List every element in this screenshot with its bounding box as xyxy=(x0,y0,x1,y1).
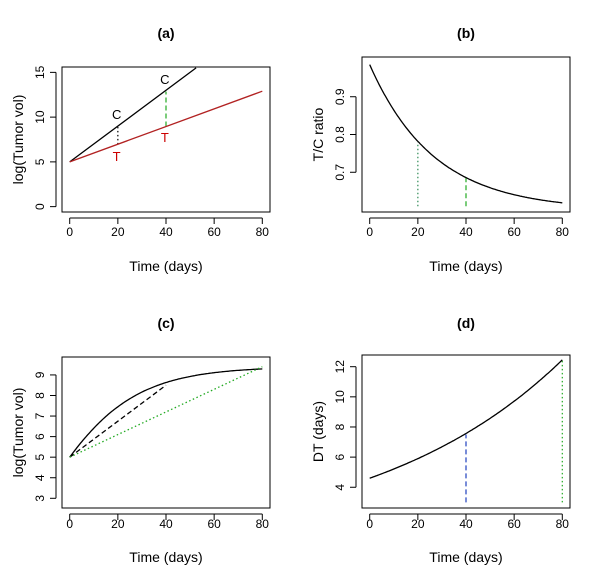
y-axis: 0 5 10 15 xyxy=(33,65,57,210)
y-tick-label: 5 xyxy=(33,158,47,165)
x-tick-label: 40 xyxy=(459,225,473,239)
y-tick-label: 0.7 xyxy=(333,164,347,181)
x-axis-label: Time (days) xyxy=(429,258,502,274)
y-tick-label: 7 xyxy=(33,412,47,419)
y-tick-label: 12 xyxy=(333,360,347,374)
plot-frame xyxy=(361,56,571,213)
x-tick-label: 80 xyxy=(256,225,270,239)
x-tick-label: 20 xyxy=(111,225,125,239)
series-line xyxy=(69,384,167,458)
series-line xyxy=(369,359,563,479)
data-layer xyxy=(69,67,263,163)
x-axis-label: Time (days) xyxy=(129,258,202,274)
x-axis-label: Time (days) xyxy=(129,549,202,565)
series-line xyxy=(369,64,563,204)
y-tick-label: 8 xyxy=(333,423,347,430)
x-tick-label: 0 xyxy=(366,225,373,239)
y-axis-label: log(Tumor vol) xyxy=(10,95,26,185)
x-tick-label: 20 xyxy=(411,517,425,531)
y-axis-label: log(Tumor vol) xyxy=(10,388,26,478)
annotation-label: T xyxy=(113,149,121,164)
y-axis-label: T/C ratio xyxy=(310,107,326,161)
y-tick-label: 5 xyxy=(33,454,47,461)
y-tick-label: 4 xyxy=(33,474,47,481)
x-tick-label: 60 xyxy=(207,517,221,531)
x-tick-label: 60 xyxy=(507,225,521,239)
y-tick-label: 0 xyxy=(33,203,47,210)
x-axis: 0 20 40 60 80 xyxy=(366,513,570,531)
plot-frame xyxy=(61,66,271,213)
x-axis: 0 20 40 60 80 xyxy=(66,217,270,239)
x-axis-label: Time (days) xyxy=(429,549,502,565)
x-tick-label: 80 xyxy=(556,225,570,239)
x-tick-label: 40 xyxy=(159,517,173,531)
panel-c: (c) 0 20 40 60 80 Time (days) 3 4 5 6 7 8 9 log(Tumor … xyxy=(10,315,271,565)
x-tick-label: 20 xyxy=(411,225,425,239)
y-tick-label: 0.8 xyxy=(333,126,347,143)
plot-frame xyxy=(361,354,571,509)
x-tick-label: 40 xyxy=(159,225,173,239)
annotation-label: C xyxy=(160,72,169,87)
data-layer xyxy=(69,366,263,458)
x-tick-label: 20 xyxy=(111,517,125,531)
x-tick-label: 0 xyxy=(366,517,373,531)
x-tick-label: 60 xyxy=(507,517,521,531)
plot-frame xyxy=(61,356,271,509)
series-line xyxy=(69,90,263,163)
y-tick-label: 10 xyxy=(333,390,347,404)
series-line xyxy=(69,67,197,163)
annotation-label: T xyxy=(161,130,169,145)
x-tick-label: 60 xyxy=(207,225,221,239)
panel-a: (a) 0 20 40 60 80 Time (days) 0 5 10 15 log(Tumor v… xyxy=(10,25,271,274)
panel-title: (d) xyxy=(457,315,475,331)
y-tick-label: 10 xyxy=(33,110,47,124)
y-axis: 4 6 8 10 12 xyxy=(333,360,357,491)
y-tick-label: 8 xyxy=(33,392,47,399)
y-axis-label: DT (days) xyxy=(310,401,326,462)
annotation-label: C xyxy=(112,107,121,122)
series-line xyxy=(69,368,263,458)
y-tick-label: 3 xyxy=(33,495,47,502)
y-tick-label: 6 xyxy=(333,453,347,460)
y-axis: 3 4 5 6 7 8 9 xyxy=(33,371,57,502)
series-line xyxy=(69,366,263,458)
panel-title: (b) xyxy=(457,25,475,41)
x-axis: 0 20 40 60 80 xyxy=(366,217,570,239)
x-tick-label: 0 xyxy=(66,517,73,531)
panel-title: (a) xyxy=(157,25,174,41)
x-tick-label: 40 xyxy=(459,517,473,531)
y-axis: 0.7 0.8 0.9 xyxy=(333,88,357,181)
data-layer xyxy=(369,359,563,503)
x-tick-label: 80 xyxy=(256,517,270,531)
panel-d: (d) 0 20 40 60 80 Time (days) 4 6 8 10 12 DT (days) xyxy=(310,315,571,565)
x-tick-label: 80 xyxy=(556,517,570,531)
y-tick-label: 6 xyxy=(33,433,47,440)
y-tick-label: 9 xyxy=(33,371,47,378)
x-tick-label: 0 xyxy=(66,225,73,239)
panel-title: (c) xyxy=(157,315,174,331)
x-axis: 0 20 40 60 80 xyxy=(66,513,270,531)
data-layer xyxy=(369,64,563,207)
y-tick-label: 0.9 xyxy=(333,88,347,105)
panel-b: (b) 0 20 40 60 80 Time (days) 0.7 0.8 0.9 T/C rati… xyxy=(310,25,571,274)
y-tick-label: 4 xyxy=(333,484,347,491)
y-tick-label: 15 xyxy=(33,65,47,79)
